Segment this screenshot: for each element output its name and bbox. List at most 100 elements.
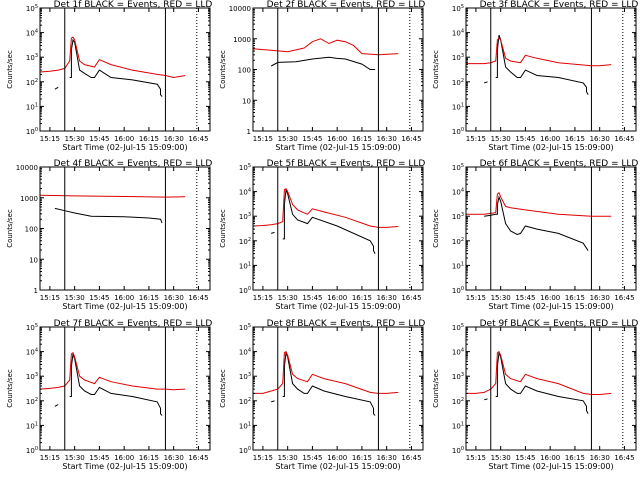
x-tick-label: 15:45: [302, 454, 322, 462]
x-tick-label: 15:45: [89, 454, 109, 462]
y-tick-label: 103: [26, 53, 38, 62]
x-tick-label: 16:00: [114, 294, 134, 302]
y-tick-label: 104: [452, 188, 464, 197]
x-tick-label: 15:15: [253, 135, 273, 143]
x-tick-label: 15:45: [515, 135, 535, 143]
x-axis-label: Start Time (02-Jul-15 15:09:00): [62, 143, 187, 152]
panel-det-8: Det 8f BLACK = Events, RED = LLD 100 101 10…: [219, 319, 425, 471]
plot-frame: [252, 326, 424, 451]
x-tick-label: 16:30: [590, 135, 610, 143]
y-tick-label: 101: [239, 261, 251, 270]
y-axis-label: Counts/sec: [219, 209, 227, 248]
y-tick-label: 100: [26, 127, 38, 136]
plot-frame: [465, 7, 637, 132]
panel-det-3: Det 3f BLACK = Events, RED = LLD 100 101 10…: [432, 0, 638, 152]
panel-title: Det 8f BLACK = Events, RED = LLD: [267, 319, 426, 329]
y-tick-label: 100: [239, 286, 251, 295]
panel-det-1: Det 1f BLACK = Events, RED = LLD 100 101 10…: [6, 0, 212, 152]
x-tick-label: 15:15: [466, 135, 486, 143]
x-tick-label: 15:45: [302, 135, 322, 143]
lld-series-line: [252, 188, 399, 228]
plot-frame: [39, 7, 211, 132]
x-axis-label: Start Time (02-Jul-15 15:09:00): [62, 302, 187, 311]
x-tick-label: 15:15: [40, 294, 60, 302]
x-tick-label: 15:30: [491, 294, 511, 302]
x-tick-label: 16:30: [164, 294, 184, 302]
y-tick-label: 101: [26, 421, 38, 430]
panel-title: Det 3f BLACK = Events, RED = LLD: [480, 0, 639, 10]
x-tick-label: 15:15: [40, 135, 60, 143]
x-tick-label: 15:30: [491, 454, 511, 462]
y-tick-label: 105: [452, 163, 464, 172]
y-tick-label: 105: [452, 4, 464, 13]
y-tick-label: 100: [26, 446, 38, 455]
x-tick-label: 16:45: [614, 135, 634, 143]
y-tick-label: 1: [247, 128, 251, 136]
y-tick-label: 1: [34, 287, 38, 295]
events-series-line: [484, 352, 589, 414]
plot-frame: [252, 166, 424, 291]
y-tick-label: 104: [452, 29, 464, 38]
panel-title: Det 9f BLACK = Events, RED = LLD: [480, 319, 639, 329]
x-tick-label: 16:45: [401, 454, 421, 462]
x-tick-label: 15:30: [65, 454, 85, 462]
x-tick-label: 16:45: [614, 454, 634, 462]
x-tick-label: 16:00: [114, 454, 134, 462]
panel-det-7: Det 7f BLACK = Events, RED = LLD 100 101 10…: [6, 319, 212, 471]
x-tick-label: 16:00: [327, 135, 347, 143]
y-tick-label: 1000: [20, 195, 38, 203]
x-tick-label: 16:30: [164, 135, 184, 143]
y-tick-label: 101: [452, 102, 464, 111]
lld-series-line: [466, 37, 612, 67]
panel-title: Det 2f BLACK = Events, RED = LLD: [267, 0, 426, 10]
y-axis-label: Counts/sec: [432, 209, 440, 248]
lld-series-line: [39, 351, 186, 391]
x-tick-label: 16:45: [188, 135, 208, 143]
y-tick-label: 101: [239, 421, 251, 430]
y-tick-label: 103: [452, 212, 464, 221]
y-tick-label: 102: [452, 78, 464, 87]
y-tick-label: 104: [239, 348, 251, 357]
x-tick-label: 16:45: [188, 454, 208, 462]
x-axis-label: Start Time (02-Jul-15 15:09:00): [488, 302, 613, 311]
panel-det-2: Det 2f BLACK = Events, RED = LLD 1 10 100 10…: [219, 0, 425, 152]
panel-title: Det 1f BLACK = Events, RED = LLD: [54, 0, 213, 10]
x-tick-label: 16:30: [590, 454, 610, 462]
y-axis-label: Counts/sec: [219, 369, 227, 408]
y-tick-label: 100: [452, 446, 464, 455]
y-tick-label: 101: [452, 421, 464, 430]
y-axis-label: Counts/sec: [6, 209, 14, 248]
x-tick-label: 15:15: [253, 454, 273, 462]
x-tick-label: 15:45: [515, 294, 535, 302]
y-tick-label: 103: [26, 372, 38, 381]
panel-title: Det 5f BLACK = Events, RED = LLD: [267, 159, 426, 169]
y-tick-label: 103: [452, 53, 464, 62]
y-tick-label: 105: [26, 323, 38, 332]
panel-det-4: Det 4f BLACK = Events, RED = LLD 1 10 100 10…: [6, 159, 212, 311]
events-series-line: [484, 195, 589, 251]
events-series-line: [54, 207, 163, 224]
y-axis-label: Counts/sec: [432, 369, 440, 408]
x-tick-label: 16:00: [327, 294, 347, 302]
x-axis-label: Start Time (02-Jul-15 15:09:00): [488, 462, 613, 471]
x-tick-label: 16:15: [352, 135, 372, 143]
x-tick-label: 16:45: [614, 294, 634, 302]
x-tick-label: 16:00: [114, 135, 134, 143]
lld-series-line: [39, 194, 186, 198]
y-tick-label: 104: [239, 188, 251, 197]
plot-frame: [252, 7, 424, 132]
x-tick-label: 15:30: [65, 294, 85, 302]
y-axis-label: Counts/sec: [6, 369, 14, 408]
events-series-line: [271, 189, 376, 254]
plot-frame: [465, 326, 637, 451]
events-series-line: [270, 56, 376, 70]
y-tick-label: 103: [239, 372, 251, 381]
x-tick-label: 16:00: [540, 294, 560, 302]
y-tick-label: 102: [452, 237, 464, 246]
x-tick-label: 16:15: [352, 454, 372, 462]
x-tick-label: 16:30: [377, 454, 397, 462]
plot-frame: [465, 166, 637, 291]
y-axis-label: Counts/sec: [432, 50, 440, 89]
y-tick-label: 102: [26, 78, 38, 87]
